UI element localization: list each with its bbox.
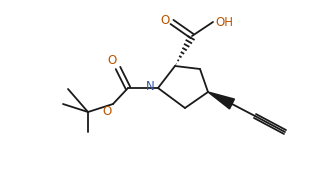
Text: OH: OH bbox=[215, 15, 233, 29]
Polygon shape bbox=[208, 92, 234, 109]
Text: O: O bbox=[161, 15, 170, 27]
Text: O: O bbox=[103, 105, 112, 118]
Text: N: N bbox=[146, 81, 155, 93]
Text: O: O bbox=[108, 54, 117, 67]
